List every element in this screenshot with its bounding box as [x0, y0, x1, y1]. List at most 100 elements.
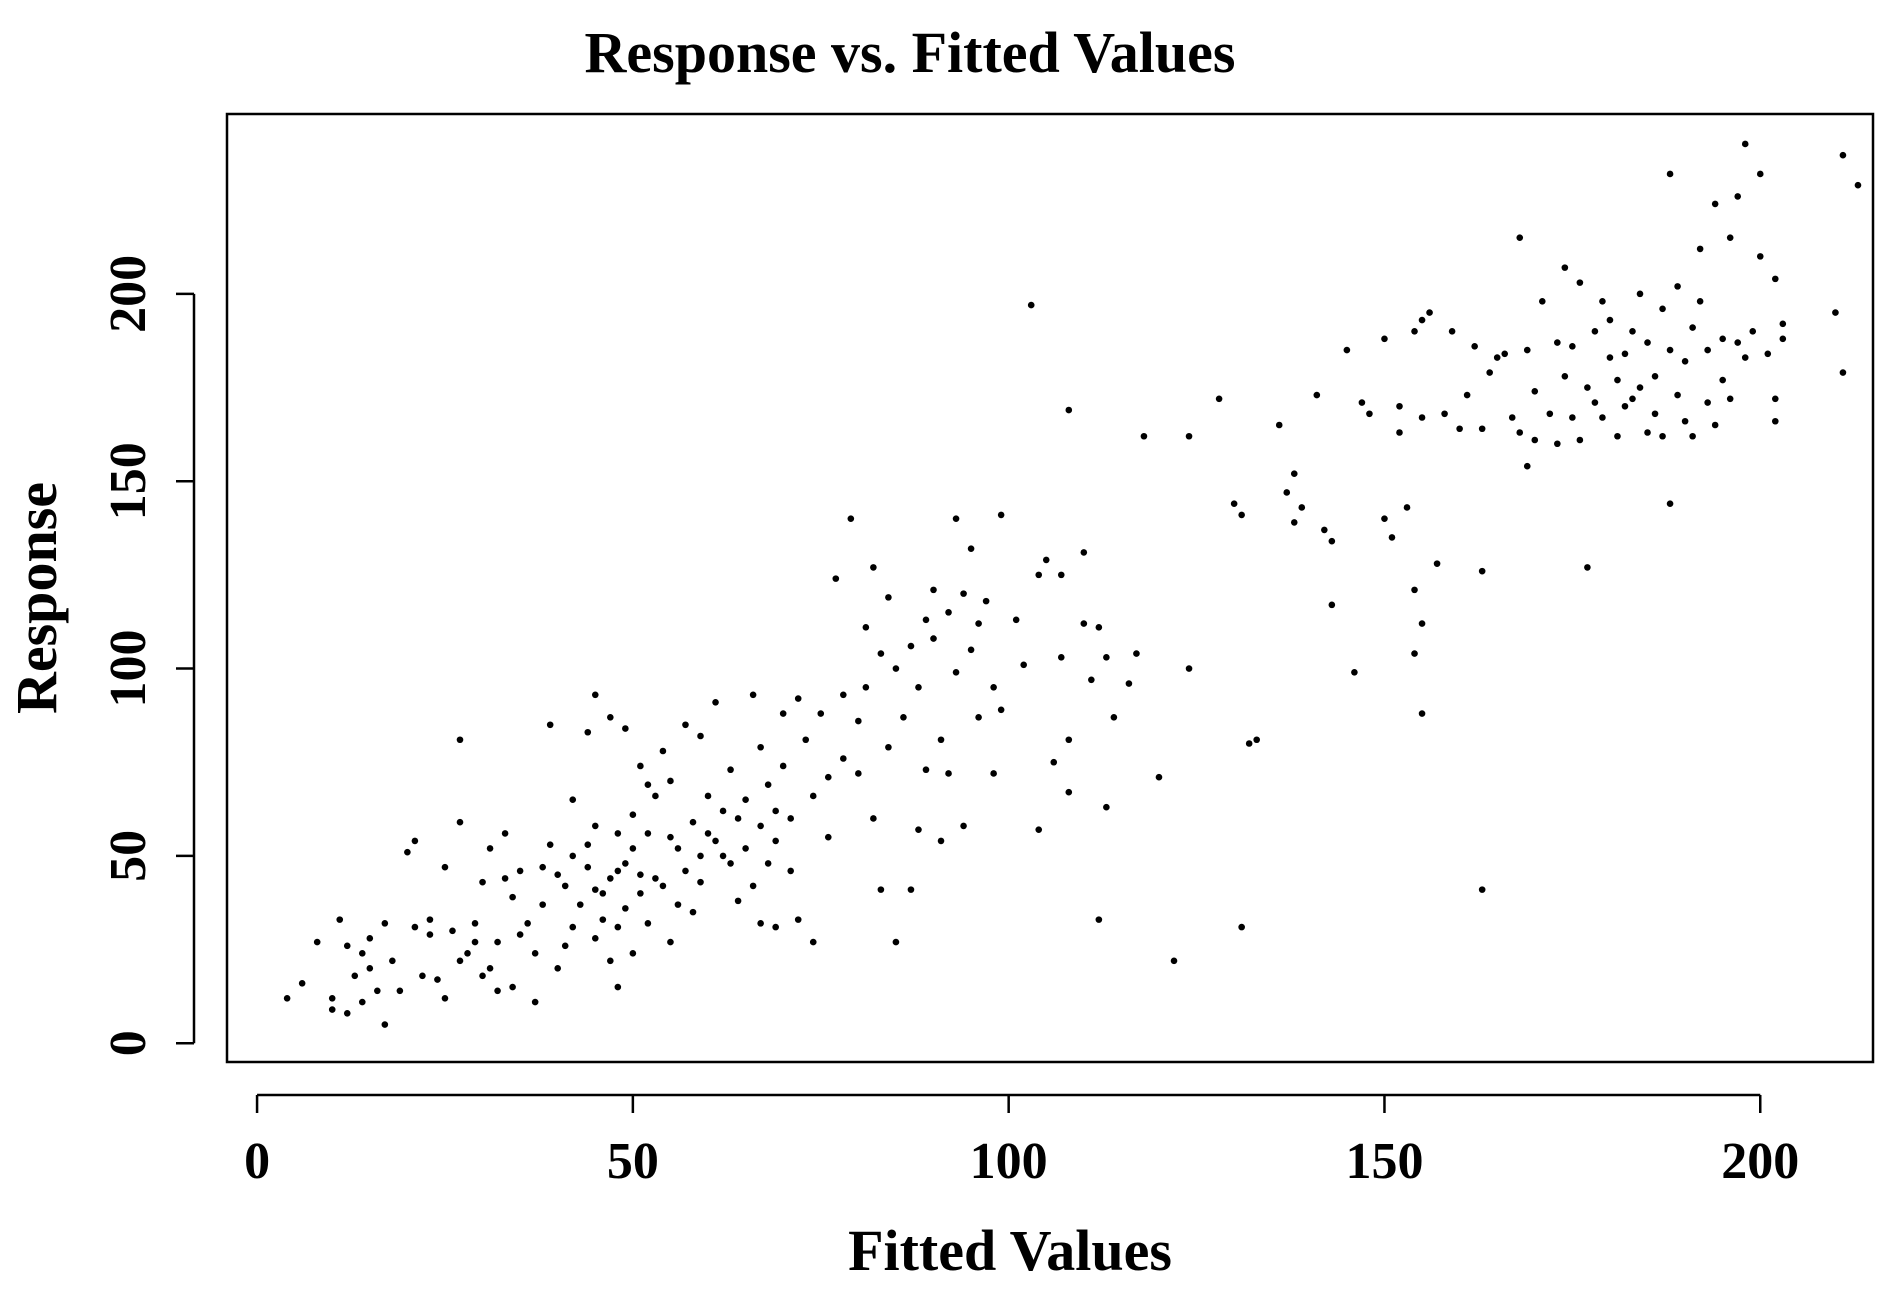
data-point	[945, 609, 952, 616]
data-point	[1057, 571, 1065, 579]
data-point	[614, 830, 622, 837]
data-point	[614, 867, 622, 875]
data-point	[591, 822, 599, 830]
data-point	[1576, 279, 1584, 286]
y-tick-label: 0	[100, 1030, 157, 1056]
data-point	[1456, 425, 1463, 433]
data-point	[1035, 826, 1043, 833]
data-point	[479, 972, 486, 980]
data-point	[1538, 298, 1546, 305]
data-point	[479, 878, 486, 886]
data-point	[997, 511, 1005, 519]
data-point	[456, 818, 464, 826]
data-point	[809, 792, 817, 800]
data-point	[1110, 713, 1118, 721]
data-point	[1704, 399, 1711, 406]
data-point	[531, 950, 539, 957]
data-point	[1719, 335, 1726, 343]
data-point	[1478, 886, 1486, 893]
data-point	[952, 669, 960, 676]
data-point	[840, 691, 847, 699]
data-point	[1501, 350, 1509, 358]
data-point	[1599, 298, 1606, 305]
data-point	[757, 920, 764, 927]
data-point	[441, 995, 449, 1002]
data-point	[907, 642, 915, 650]
data-point	[652, 875, 659, 882]
data-point	[1614, 432, 1621, 440]
data-point	[930, 635, 937, 642]
data-point	[1674, 283, 1681, 290]
data-point	[599, 890, 607, 897]
data-point	[1696, 298, 1704, 305]
data-point	[772, 807, 779, 815]
data-point	[1508, 414, 1516, 421]
data-point	[1396, 402, 1403, 410]
data-point	[1531, 436, 1539, 444]
data-point	[885, 594, 892, 601]
data-point	[1411, 586, 1418, 594]
data-point	[614, 983, 622, 991]
data-point	[1644, 429, 1651, 436]
data-point	[1681, 417, 1689, 425]
data-point	[1103, 654, 1110, 661]
data-point	[1516, 429, 1524, 436]
data-point	[1584, 564, 1591, 571]
data-point	[742, 796, 749, 804]
data-point	[591, 935, 599, 942]
data-point	[494, 987, 501, 995]
data-point	[1666, 346, 1674, 354]
data-point	[1606, 354, 1614, 361]
data-point	[569, 923, 577, 931]
data-point	[907, 886, 915, 893]
data-point	[456, 736, 464, 744]
x-tick-label: 100	[970, 1133, 1048, 1190]
data-point	[659, 747, 667, 755]
data-point	[1636, 290, 1644, 298]
data-point	[1381, 515, 1388, 522]
data-point	[471, 920, 479, 927]
data-point	[1125, 680, 1133, 687]
data-point	[637, 871, 644, 878]
data-point	[546, 721, 554, 729]
data-point	[471, 938, 479, 946]
data-point	[1666, 170, 1674, 178]
data-point	[1681, 358, 1689, 365]
y-tick-label: 50	[100, 830, 157, 882]
data-point	[554, 965, 562, 972]
data-point	[757, 743, 764, 751]
data-point	[298, 980, 306, 987]
data-point	[607, 957, 614, 965]
data-point	[1621, 350, 1629, 358]
data-point	[952, 515, 960, 522]
data-point	[509, 983, 516, 991]
data-point	[622, 860, 629, 867]
data-point	[1253, 736, 1260, 744]
data-point	[1569, 343, 1576, 350]
data-point	[1621, 402, 1629, 410]
data-point	[1726, 234, 1734, 241]
data-point	[1471, 343, 1478, 350]
data-point	[727, 766, 734, 774]
data-point	[404, 848, 411, 856]
data-point	[802, 736, 810, 744]
data-point	[712, 698, 719, 706]
data-point	[1020, 661, 1027, 669]
data-point	[817, 710, 825, 717]
data-point	[411, 837, 419, 845]
data-point	[1666, 500, 1674, 507]
data-point	[644, 781, 652, 789]
data-point	[486, 845, 494, 852]
data-point	[1170, 957, 1178, 965]
data-point	[697, 732, 704, 740]
data-point	[682, 721, 689, 729]
data-point	[1463, 391, 1471, 399]
data-point	[1238, 511, 1245, 519]
data-point	[569, 852, 577, 860]
data-point	[1689, 324, 1696, 331]
data-point	[1764, 350, 1772, 358]
data-point	[967, 646, 975, 654]
data-point	[1734, 193, 1742, 200]
data-point	[1741, 354, 1749, 361]
